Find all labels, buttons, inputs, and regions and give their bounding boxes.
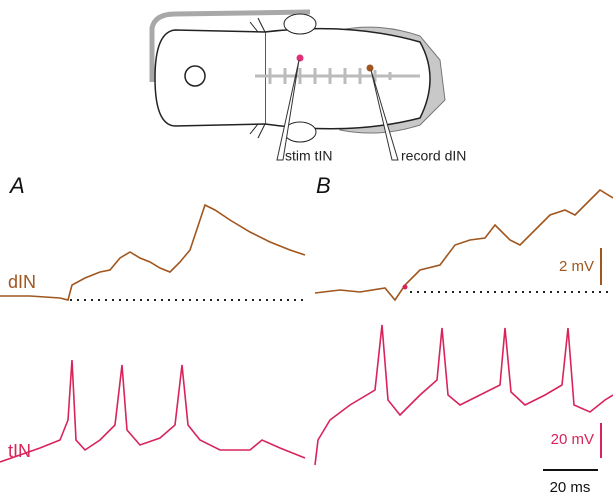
din-trace — [0, 205, 305, 300]
tin-label: tIN — [8, 441, 31, 461]
tin-scale-label: 20 mV — [551, 431, 594, 448]
stim-label: stim tIN — [285, 148, 332, 164]
din-trace — [315, 190, 613, 300]
tadpole-schematic — [152, 12, 445, 160]
record-label: record dIN — [401, 148, 466, 164]
time-scale-label: 20 ms — [550, 479, 591, 496]
figure: stim tIN record dIN A B dIN tIN 2 mV 20 … — [0, 0, 613, 497]
panel-label: A — [8, 173, 25, 198]
din-label: dIN — [8, 272, 36, 292]
panel-label: B — [316, 173, 331, 198]
tin-trace — [0, 360, 305, 462]
din-scale-label: 2 mV — [559, 258, 594, 275]
stim-marker — [403, 285, 408, 290]
